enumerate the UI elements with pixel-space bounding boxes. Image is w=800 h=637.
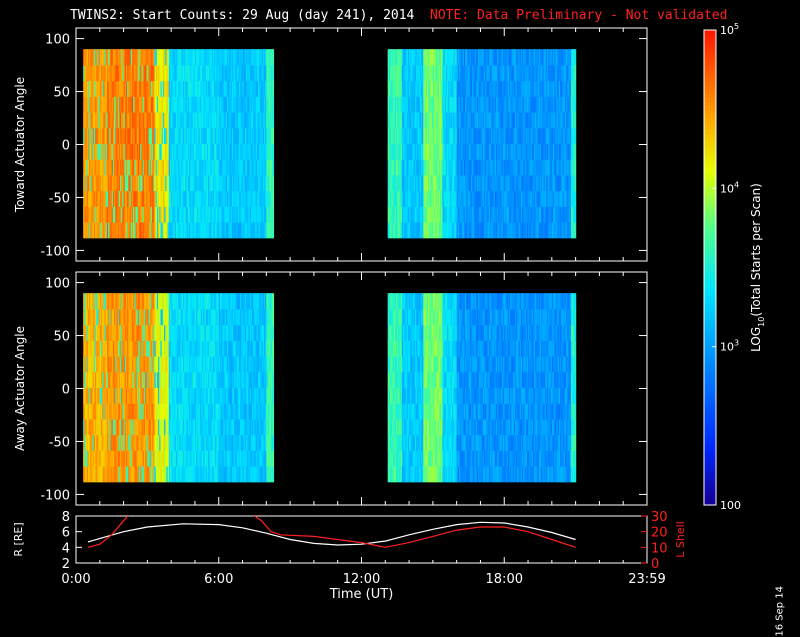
heatmap-cell bbox=[272, 112, 274, 128]
heatmap-cells bbox=[83, 49, 576, 238]
heatmap-cell bbox=[574, 96, 576, 112]
heatmap-cell bbox=[272, 49, 274, 65]
y-axis-label: Toward Actuator Angle bbox=[13, 77, 27, 213]
heatmap-cell bbox=[574, 143, 576, 159]
ytick-label: 0 bbox=[62, 139, 70, 154]
heatmap-cell bbox=[272, 65, 274, 81]
heatmap-cell bbox=[272, 206, 274, 222]
heatmap-cell bbox=[272, 191, 274, 207]
heatmap-cell bbox=[574, 49, 576, 65]
ytick-label: -50 bbox=[49, 191, 70, 206]
ytick-label: 50 bbox=[53, 86, 70, 101]
heatmap-cell bbox=[272, 222, 274, 238]
heatmap-cell bbox=[574, 206, 576, 222]
ytick-label: 100 bbox=[45, 33, 70, 48]
heatmap-cell bbox=[574, 222, 576, 238]
heatmap-cell bbox=[272, 143, 274, 159]
heatmap-cell bbox=[574, 112, 576, 128]
ytick-label: -100 bbox=[40, 244, 70, 259]
heatmap-cell bbox=[272, 128, 274, 144]
heatmap-cell bbox=[272, 159, 274, 175]
toward-panel: 100 50 0 -50 -100 Toward Actuator Angle bbox=[13, 28, 647, 261]
heatmap-cell bbox=[574, 81, 576, 97]
heatmap-cell bbox=[574, 128, 576, 144]
heatmap-cell bbox=[272, 96, 274, 112]
heatmap-cell bbox=[272, 81, 274, 97]
chart-canvas: 100 50 0 -50 -100 Toward Actuator Angle 10050… bbox=[0, 0, 800, 600]
heatmap-cells bbox=[83, 293, 576, 482]
heatmap-cell bbox=[574, 159, 576, 175]
heatmap-cell bbox=[272, 175, 274, 191]
heatmap-cell bbox=[574, 65, 576, 81]
heatmap-cell bbox=[574, 191, 576, 207]
heatmap-cell bbox=[574, 175, 576, 191]
